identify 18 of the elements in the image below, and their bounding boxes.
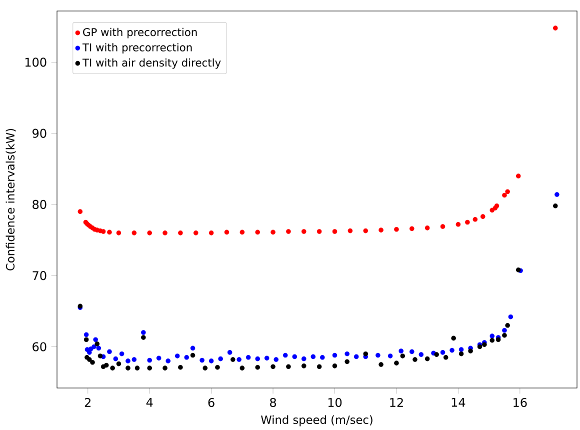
x-tick-label: 2: [84, 398, 90, 407]
y-axis-title: Confidence intervals(kW): [6, 128, 16, 270]
x-tick-label: 10: [328, 398, 342, 407]
x-tick-label: 6: [208, 398, 214, 407]
x-tick-label: 4: [146, 398, 153, 407]
legend-label: TI with precorrection: [82, 43, 192, 54]
x-tick-label: 14: [452, 398, 466, 407]
y-tick-label: 100: [25, 58, 46, 67]
y-tick-label: 90: [32, 128, 46, 138]
legend-label: GP with precorrection: [83, 28, 197, 38]
y-tick-label: 60: [32, 342, 46, 352]
y-tick-label: 80: [32, 200, 46, 209]
legend-label: TI with air density directly: [82, 58, 221, 69]
y-tick-label: 70: [32, 270, 46, 280]
x-tick-label: 8: [270, 398, 276, 407]
x-tick-label: 16: [514, 398, 527, 407]
x-axis-title: Wind speed (m/sec): [261, 415, 372, 426]
x-tick-label: 12: [390, 398, 403, 407]
